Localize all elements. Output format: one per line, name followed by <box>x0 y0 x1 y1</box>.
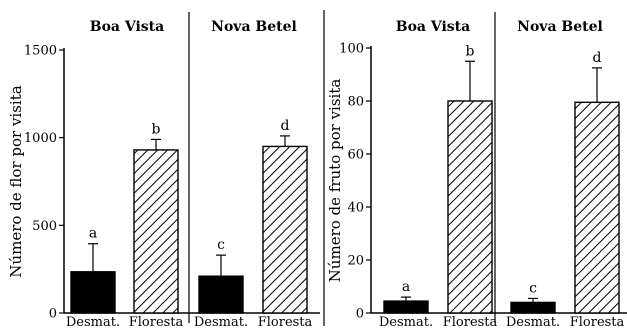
category-label: Floresta <box>258 315 313 328</box>
category-label: Desmat. <box>506 315 560 328</box>
significance-letter: d <box>281 118 290 134</box>
significance-letter: a <box>402 279 410 295</box>
bar <box>198 275 244 314</box>
significance-letter: c <box>217 237 225 253</box>
chart-panel-2: 0 20 40 60 80 100 Número de fruto por visita Bo… <box>326 12 627 328</box>
category-label: Floresta <box>570 315 625 328</box>
y-tick-label: 100 <box>339 42 364 57</box>
category-label: Floresta <box>443 315 498 328</box>
y-tick-label: 500 <box>32 219 57 234</box>
site-title: Nova Betel <box>211 19 297 35</box>
significance-letter: b <box>466 43 475 59</box>
site-title: Boa Vista <box>90 19 164 35</box>
bar <box>133 149 179 314</box>
y-tick-label: 80 <box>347 95 364 110</box>
y-axis-label: Número de flor por visita <box>7 85 25 277</box>
bar <box>574 101 620 314</box>
category-label: Desmat. <box>66 315 120 328</box>
significance-letter: c <box>529 280 537 296</box>
y-tick-label: 60 <box>347 148 364 163</box>
bar <box>70 271 116 314</box>
bar <box>262 145 308 314</box>
significance-letter: b <box>152 121 161 137</box>
significance-letter: d <box>593 50 602 66</box>
category-label: Floresta <box>129 315 184 328</box>
category-label: Desmat. <box>194 315 248 328</box>
site-title: Nova Betel <box>517 19 603 35</box>
site-title: Boa Vista <box>396 19 470 35</box>
y-tick-label: 1500 <box>24 44 57 59</box>
y-tick-label: 0 <box>356 307 364 322</box>
y-axis-label: Número de fruto por visita <box>326 79 344 283</box>
y-tick-label: 40 <box>347 201 364 216</box>
bar <box>447 100 493 314</box>
chart-panel-1: 0 500 1000 1500 Número de flor por visita Boa… <box>7 12 320 328</box>
bar <box>383 300 429 314</box>
y-tick-label: 0 <box>49 307 57 322</box>
significance-letter: a <box>89 226 97 242</box>
y-tick-label: 20 <box>347 254 364 269</box>
y-tick-label: 1000 <box>24 131 57 146</box>
bar <box>510 301 556 314</box>
category-label: Desmat. <box>379 315 433 328</box>
